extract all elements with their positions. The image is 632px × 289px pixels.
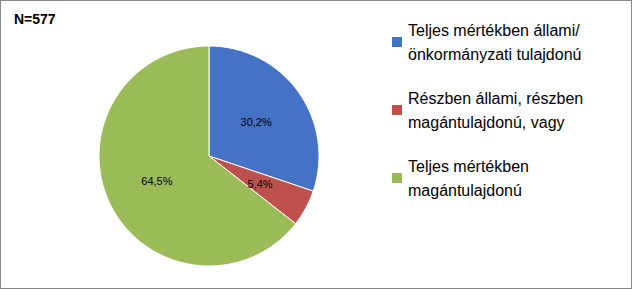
svg-text:30,2%: 30,2% [241,116,272,128]
svg-text:Részben állami, részben: Részben állami, részben [408,90,588,107]
svg-text:64,5%: 64,5% [141,175,172,187]
svg-text:magántulajdonú, vagy: magántulajdonú, vagy [408,114,565,131]
svg-text:N=577: N=577 [14,11,56,27]
svg-text:5,4%: 5,4% [248,178,273,190]
svg-text:Teljes mértékben állami/: Teljes mértékben állami/ [408,22,580,39]
svg-text:magántulajdonú: magántulajdonú [408,182,522,199]
svg-text:önkormányzati tulajdonú: önkormányzati tulajdonú [408,46,581,63]
svg-text:Teljes mértékben: Teljes mértékben [408,158,533,175]
